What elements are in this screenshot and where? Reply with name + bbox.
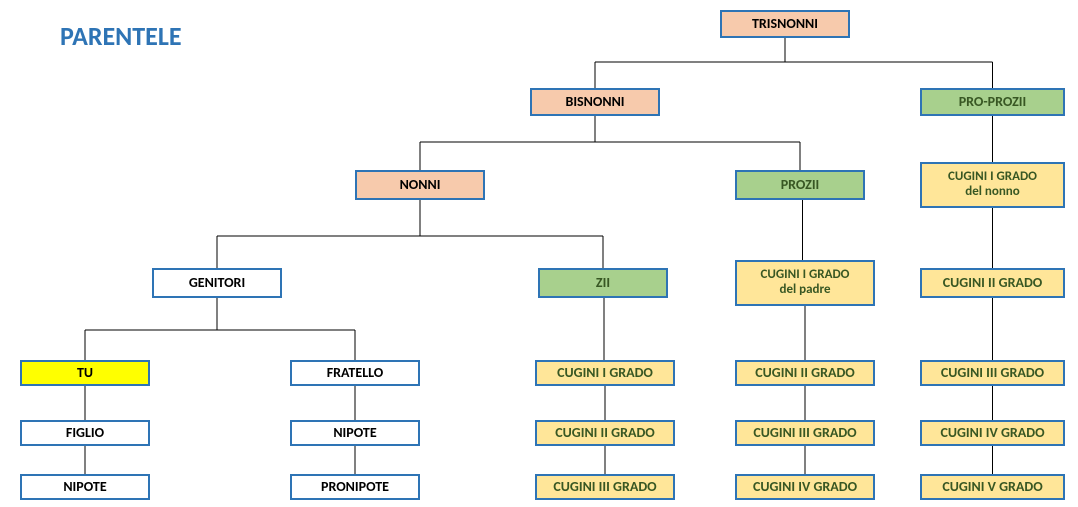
parentele-diagram: PARENTELE TRISNONNI BISNONNI PRO-PROZII NON… [0,0,1078,507]
node-genitori: GENITORI [152,268,282,298]
node-cugini4_r1: CUGINI IV GRADO [920,420,1065,446]
node-cugini1nonno: CUGINI I GRADOdel nonno [920,162,1065,208]
node-cugini4_r2: CUGINI IV GRADO [735,474,875,500]
node-cugini5: CUGINI V GRADO [920,474,1065,500]
node-nipote2: NIPOTE [20,474,150,500]
node-figlio: FIGLIO [20,420,150,446]
node-cugini3_r2: CUGINI III GRADO [735,420,875,446]
node-cugini2_r1: CUGINI II GRADO [920,268,1065,298]
chart-title: PARENTELE [60,20,182,52]
node-zii: ZII [538,268,668,298]
node-cugini2_r2: CUGINI II GRADO [735,360,875,386]
node-proprozii: PRO-PROZII [920,88,1065,116]
node-bisnonni: BISNONNI [530,88,660,116]
node-pronipote: PRONIPOTE [290,474,420,500]
node-cugini1: CUGINI I GRADO [535,360,675,386]
node-cugini3_r3: CUGINI III GRADO [535,474,675,500]
node-tu: TU [20,360,150,386]
node-cugini3_r1: CUGINI III GRADO [920,360,1065,386]
node-nipote1: NIPOTE [290,420,420,446]
node-cugini1padre: CUGINI I GRADOdel padre [735,260,875,306]
node-nonni: NONNI [355,170,485,200]
node-cugini2_r3: CUGINI II GRADO [535,420,675,446]
node-fratello: FRATELLO [290,360,420,386]
node-trisnonni: TRISNONNI [720,10,850,38]
node-prozii: PROZII [735,170,865,200]
